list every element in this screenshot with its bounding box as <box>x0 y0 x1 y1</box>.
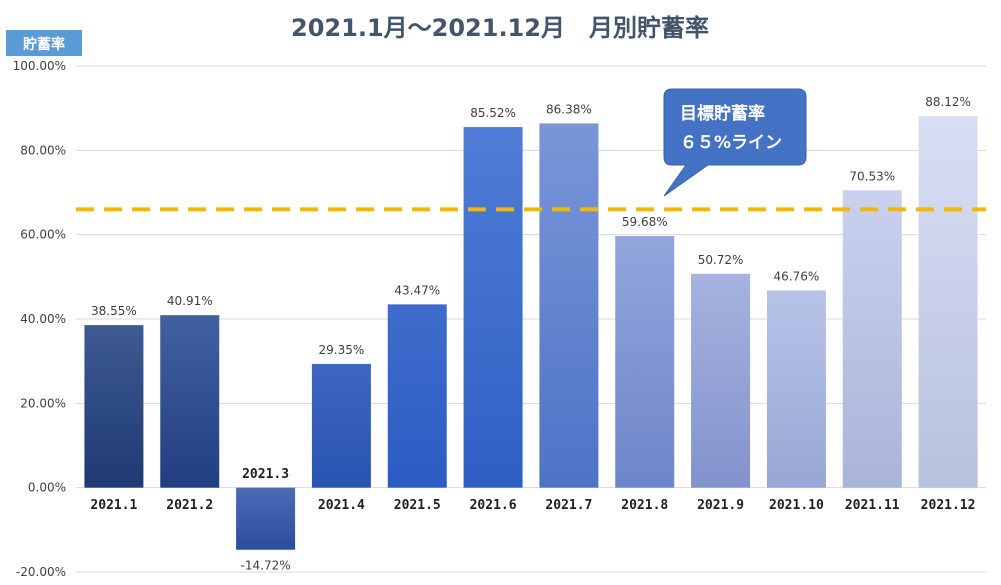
target-callout: 目標貯蓄率 ６５%ライン <box>663 88 807 197</box>
value-label: 59.68% <box>622 215 668 229</box>
value-label: 46.76% <box>774 269 820 283</box>
y-tick-label: 20.00% <box>20 396 66 410</box>
gridlines <box>76 65 986 573</box>
bar <box>84 325 144 488</box>
x-tick-label: 2021.10 <box>769 498 824 513</box>
y-tick-label: 100.00% <box>13 59 66 73</box>
y-tick-label: 0.00% <box>28 481 66 495</box>
y-axis-label-badge <box>6 30 82 56</box>
callout-bubble <box>663 88 807 197</box>
bar <box>463 127 523 488</box>
x-tick-label: 2021.5 <box>394 498 441 513</box>
x-tick-label: 2021.7 <box>545 498 592 513</box>
chart-title: 2021.1月～2021.12月 月別貯蓄率 <box>291 14 709 42</box>
y-tick-label: 40.00% <box>20 312 66 326</box>
y-axis-label: 貯蓄率 <box>23 36 65 53</box>
y-tick-labels: 100.00% 80.00% 60.00% 40.00% 20.00% 0.00% -20.… <box>13 59 66 579</box>
callout-text-line-2: ６５%ライン <box>680 133 782 153</box>
value-label: 29.35% <box>319 343 365 357</box>
value-label: 43.47% <box>394 283 440 297</box>
bar <box>691 273 751 488</box>
x-tick-label: 2021.11 <box>845 498 900 513</box>
value-label: 50.72% <box>698 253 744 267</box>
x-tick-label: 2021.12 <box>921 498 976 513</box>
bars <box>84 116 978 550</box>
bar <box>766 290 826 488</box>
value-label: -14.72% <box>241 559 291 573</box>
x-tick-label: 2021.8 <box>621 498 668 513</box>
x-tick-label: 2021.1 <box>90 498 137 513</box>
value-label: 88.12% <box>925 95 971 109</box>
x-tick-label: 2021.2 <box>166 498 213 513</box>
bar <box>160 315 220 488</box>
value-label: 86.38% <box>546 102 592 116</box>
value-label: 85.52% <box>470 106 516 120</box>
value-label: 40.91% <box>167 294 213 308</box>
value-label: 38.55% <box>91 304 137 318</box>
value-label: 70.53% <box>849 169 895 183</box>
callout-text-line-1: 目標貯蓄率 <box>680 103 765 124</box>
bar <box>918 116 978 488</box>
bar <box>615 236 675 488</box>
bar <box>236 487 296 550</box>
x-tick-label: 2021.6 <box>470 498 517 513</box>
y-tick-label: 80.00% <box>20 143 66 157</box>
x-tick-label: 2021.4 <box>318 498 365 513</box>
y-tick-label: 60.00% <box>20 228 66 242</box>
bar <box>842 190 902 488</box>
x-tick-label: 2021.3 <box>242 467 289 482</box>
y-tick-label: -20.00% <box>16 565 66 579</box>
x-tick-labels: 2021.1 2021.2 2021.3 2021.4 2021.5 2021.6 2021… <box>90 467 975 513</box>
bar <box>387 304 447 488</box>
bar <box>539 123 599 488</box>
value-labels: 38.55% 40.91% -14.72% 29.35% 43.47% 85.52% 86.… <box>91 95 971 573</box>
bar <box>311 363 371 488</box>
x-tick-label: 2021.9 <box>697 498 744 513</box>
